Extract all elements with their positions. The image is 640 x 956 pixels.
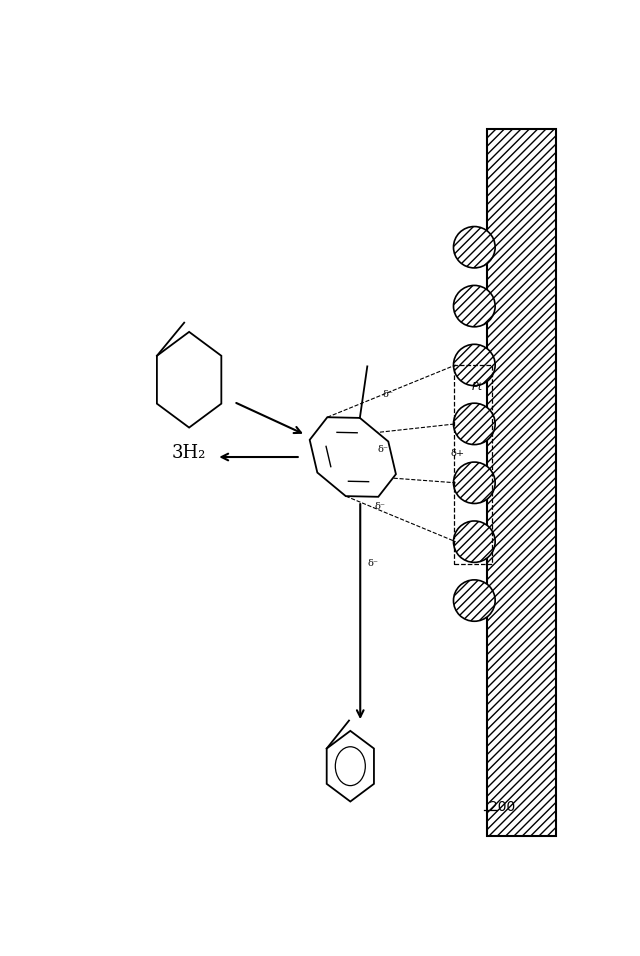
Text: 3H₂: 3H₂	[172, 445, 206, 463]
Ellipse shape	[454, 286, 495, 327]
Polygon shape	[310, 417, 396, 497]
Ellipse shape	[454, 462, 495, 504]
Text: δ⁻: δ⁻	[367, 559, 378, 568]
Ellipse shape	[454, 344, 495, 385]
Polygon shape	[157, 332, 221, 427]
Bar	[454, 365, 492, 564]
Text: δ⁻: δ⁻	[382, 390, 393, 399]
Text: δ⁻: δ⁻	[374, 502, 385, 511]
Ellipse shape	[454, 403, 495, 445]
Ellipse shape	[454, 580, 495, 621]
Text: Pt: Pt	[471, 382, 483, 392]
Ellipse shape	[454, 227, 495, 268]
Text: δ⁻: δ⁻	[377, 445, 388, 454]
Ellipse shape	[454, 521, 495, 562]
Bar	[486, 129, 556, 836]
Text: 200: 200	[489, 799, 515, 814]
Polygon shape	[326, 730, 374, 801]
Text: δ+: δ+	[451, 448, 465, 458]
